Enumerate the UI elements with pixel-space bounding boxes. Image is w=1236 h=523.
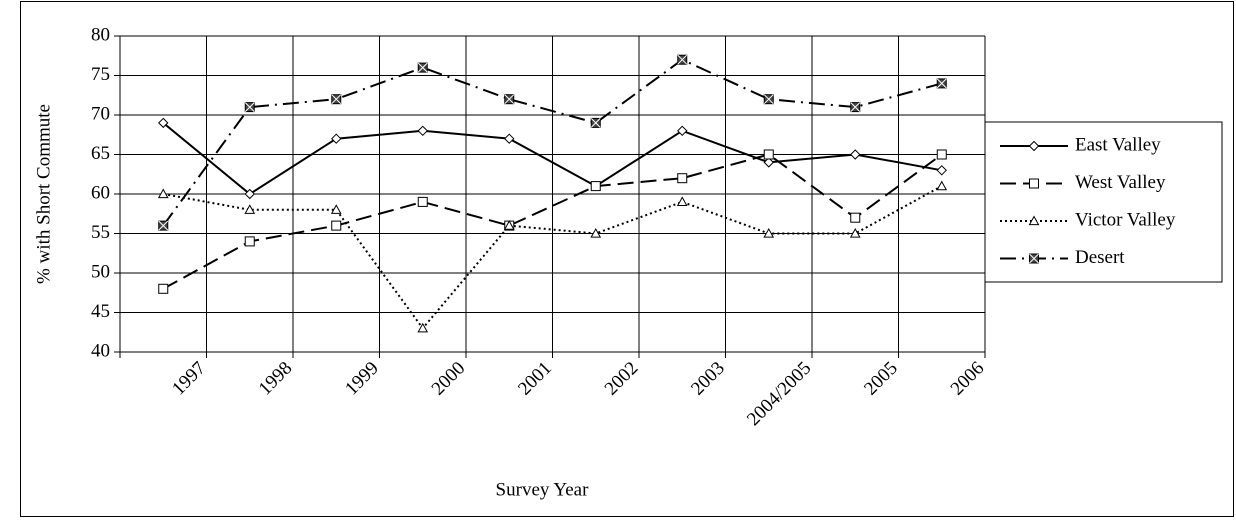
data-point [763, 227, 775, 238]
data-point [158, 220, 169, 231]
data-point [417, 62, 428, 73]
data-point [763, 157, 774, 168]
y-tick-label: 45 [91, 301, 110, 322]
data-point [157, 188, 169, 199]
data-point [158, 117, 169, 129]
marker-cross [158, 220, 169, 231]
data-point [850, 149, 861, 160]
data-point [504, 94, 515, 105]
data-point [850, 102, 861, 113]
data-point [936, 78, 947, 89]
data-point [244, 204, 256, 214]
legend-box [984, 121, 1223, 283]
marker-cross [331, 94, 342, 105]
data-point [331, 133, 342, 144]
data-point [504, 133, 515, 144]
data-point [677, 54, 688, 65]
y-tick-label: 70 [91, 103, 110, 124]
data-point [677, 173, 688, 184]
legend-label: East Valley [1075, 134, 1161, 155]
x-axis-label: Survey Year [496, 479, 590, 500]
series-line [162, 122, 942, 196]
legend-label: Desert [1075, 247, 1125, 268]
series-line [163, 185, 943, 330]
data-point [503, 220, 515, 230]
marker-cross [1029, 253, 1039, 264]
marker-cross [850, 102, 861, 112]
legend-label: West Valley [1075, 172, 1166, 193]
y-tick-label: 55 [91, 222, 110, 243]
data-point [676, 196, 688, 206]
legend-marker [1029, 253, 1039, 264]
marker-cross [244, 102, 255, 112]
data-point [331, 220, 342, 231]
data-point [244, 102, 255, 113]
data-point [763, 94, 774, 105]
y-tick-label: 80 [91, 24, 110, 45]
y-tick-label: 60 [91, 182, 110, 203]
data-point [850, 212, 861, 223]
y-tick-label: 40 [91, 340, 110, 361]
data-point [330, 204, 342, 214]
data-point [244, 188, 255, 200]
data-point [936, 165, 947, 176]
y-tick-label: 75 [91, 64, 110, 85]
data-point [677, 125, 688, 137]
data-point [936, 180, 948, 191]
data-point [849, 227, 861, 238]
legend-marker [1028, 140, 1040, 152]
legend-marker [1029, 178, 1039, 189]
data-point [763, 149, 774, 160]
marker-cross [677, 54, 688, 65]
data-point [936, 149, 947, 160]
data-point [590, 227, 602, 238]
data-point [417, 322, 429, 333]
data-point [158, 283, 169, 294]
data-point [417, 125, 428, 137]
marker-cross [590, 118, 601, 128]
series-line [162, 58, 943, 227]
marker-cross [936, 78, 947, 89]
data-point [590, 181, 601, 192]
legend-marker [1028, 215, 1040, 226]
y-tick-label: 50 [91, 261, 110, 282]
legend-label: Victor Valley [1075, 209, 1176, 230]
y-tick-label: 65 [91, 143, 110, 164]
data-point [417, 196, 428, 207]
data-point [331, 94, 342, 105]
legend: East Valley West Valley Victor Valley Deser… [984, 121, 1223, 283]
marker-cross [417, 62, 428, 73]
series-line [162, 153, 943, 290]
marker-cross [504, 94, 515, 105]
marker-cross [763, 94, 774, 105]
data-point [590, 117, 601, 128]
y-axis-label: % with Short Commute [33, 104, 54, 284]
data-point [244, 236, 255, 247]
